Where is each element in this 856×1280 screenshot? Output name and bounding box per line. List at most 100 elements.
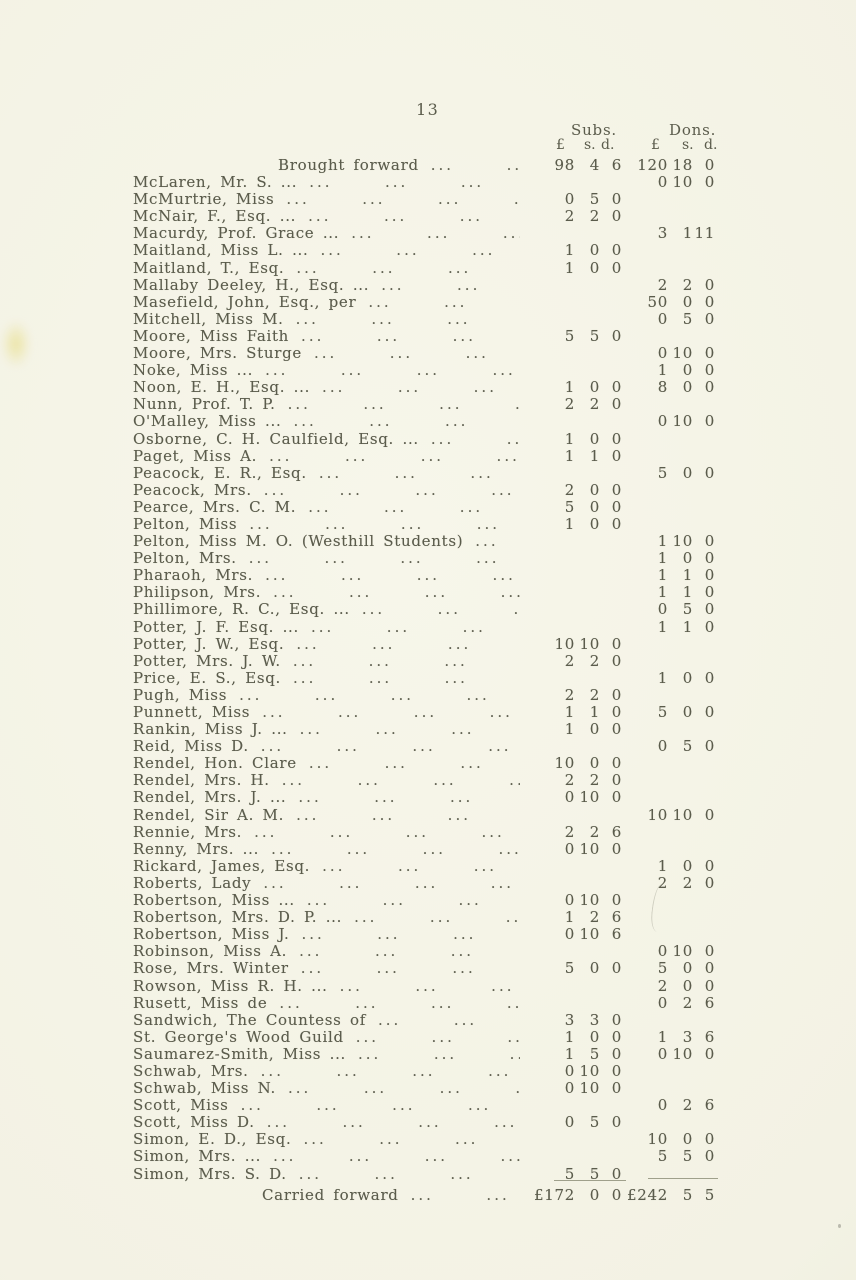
dot-leader: ... ... ... ... ... ... ... [381, 275, 520, 294]
table-row: Rose, Mrs. Winter ... ... ... ... ... ...… [133, 959, 715, 978]
dons-pounds: 10 [647, 1130, 668, 1149]
paper-stain [0, 312, 36, 376]
dons-pounds: 5 [657, 1147, 668, 1166]
subscriber-name: Maitland, T., Esq. [133, 258, 285, 277]
subscriber-name: McMurtrie, Miss [133, 190, 275, 209]
table-row: Pelton, Mrs.... ... ... ... ... ... ... … [133, 549, 715, 568]
dot-leader: ... ... ... ... ... ... ... [318, 463, 520, 482]
subs-pounds: 2 [564, 651, 575, 670]
dons-shillings: 0 [682, 668, 693, 687]
dot-leader: ... ... ... ... ... ... ... [292, 651, 520, 670]
table-row: Scott, Miss D. ... ... ... ... ... ... ..… [133, 1113, 715, 1131]
table-row: Peacock, Mrs. ... ... ... ... ... ... ...… [133, 480, 715, 499]
subscriber-name: Simon, Mrs. S. D. [133, 1164, 287, 1183]
table-row: Rowson, Miss R. H. ... ... ... ... ... ..… [133, 976, 715, 995]
subscriber-name: Mallaby Deeley, H., Esq. ... [133, 275, 370, 294]
dot-leader: ... ... ... ... ... ... ... [293, 412, 520, 431]
table-row: Macurdy, Prof. Grace ... ... ... ... ... … [133, 224, 715, 243]
dons-pounds: 1 [657, 583, 668, 602]
dons-shillings: 0 [682, 549, 693, 568]
subscriber-name: Pearce, Mrs. C. M. [133, 497, 297, 516]
dot-leader: ... ... ... ... ... ... ... [260, 1061, 520, 1080]
dot-leader: ... ... ... ... ... ... ... [351, 224, 520, 243]
table-row: Price, E. S., Esq. ... ... ... ... ... ..… [133, 668, 715, 687]
subscriber-name: Maitland, Miss L. ... [133, 241, 309, 260]
subs-pounds: £172 [534, 1186, 575, 1204]
dot-leader: ... ... ... ... ... ... ... [240, 1096, 520, 1115]
subs-shillings: 0 [589, 429, 600, 448]
subs-shillings: 2 [589, 207, 600, 226]
subs-pounds: 2 [564, 480, 575, 499]
subs-pounds: 10 [554, 754, 575, 773]
subscriber-name: Moore, Mrs. Sturge [133, 344, 302, 363]
dons-pounds-header: £ [651, 137, 660, 153]
table-row: St. George's Wood Guild ... ... ... ... .… [133, 1028, 715, 1046]
subs-pence: 0 [611, 480, 622, 499]
subs-shillings: 4 [589, 156, 600, 174]
dons-shillings: 1 [682, 224, 693, 243]
subs-pounds: 2 [564, 207, 575, 226]
dons-pence: 0 [704, 344, 715, 363]
subs-pounds: 1 [564, 241, 575, 260]
subs-pence: 0 [611, 703, 622, 721]
subs-pence: 0 [611, 258, 622, 277]
dot-leader: ... ... ... ... ... ... ... [299, 720, 520, 739]
table-row: O'Malley, Miss ... ... ... ... ... ... ..… [133, 412, 715, 431]
dot-leader: ... ... ... ... ... ... ... [265, 361, 520, 380]
dons-pounds: 0 [657, 737, 668, 756]
dot-leader: ... ... ... ... ... ... ... [308, 497, 520, 516]
dons-shillings: 0 [682, 959, 693, 978]
subscriber-name: Noke, Miss ... [133, 361, 254, 380]
subs-shillings: 0 [589, 1186, 600, 1204]
subs-pounds-header: £ [556, 137, 565, 153]
subs-pence: 0 [611, 378, 622, 397]
subs-pence: 0 [611, 395, 622, 414]
table-row: Simon, Mrs. S. D. ... ... ... ... ... ...… [133, 1164, 715, 1183]
subscriber-name: Simon, Mrs. ... [133, 1147, 262, 1166]
dot-leader: ... ... ... ... ... ... ... [298, 788, 520, 807]
subs-pence: 0 [611, 429, 622, 448]
subscriber-name: Renny, Mrs. ... [133, 839, 260, 858]
subscriber-name: Robertson, Miss J. [133, 925, 290, 944]
dot-leader: ... ... ... ... ... ... ... [273, 583, 520, 602]
dons-shillings: 10 [672, 942, 693, 961]
dons-shillings: 18 [672, 156, 693, 174]
subs-pounds: 0 [564, 925, 575, 944]
subs-pounds: 2 [564, 395, 575, 414]
table-row: McNair, F., Esq. ... ... ... ... ... ... … [133, 207, 715, 226]
dons-pence: 0 [704, 463, 715, 482]
subs-pounds: 2 [564, 685, 575, 704]
dons-shillings: 0 [682, 856, 693, 875]
dons-pounds: 0 [657, 993, 668, 1012]
table-row: Rendel, Mrs. J. ... ... ... ... ... ... .… [133, 788, 715, 807]
subs-pence: 0 [611, 241, 622, 260]
subscriber-name: Punnett, Miss [133, 703, 251, 721]
table-row: Moore, Miss Faith ... ... ... ... ... ...… [133, 327, 715, 345]
table-row: Simon, E. D., Esq. ... ... ... ... ... ..… [133, 1130, 715, 1149]
subs-column-header: Subs. [571, 121, 618, 139]
subs-shillings: 2 [589, 908, 600, 927]
table-row: Mallaby Deeley, H., Esq. ... ... ... ... … [133, 275, 715, 294]
dot-leader: ... ... ... ... ... ... ... [265, 566, 520, 585]
dot-leader: ... ... ... ... ... ... ... [293, 668, 520, 687]
subs-pounds: 0 [564, 190, 575, 209]
dons-pounds: 0 [657, 344, 668, 363]
dons-pence: 11 [694, 224, 715, 243]
subs-pounds: 1 [564, 429, 575, 448]
dons-pounds: 5 [657, 463, 668, 482]
subscriber-name: Rendel, Mrs. J. ... [133, 788, 287, 807]
dot-leader: ... ... ... ... ... ... ... [361, 600, 520, 619]
dons-shillings: 1 [682, 566, 693, 585]
dons-pounds: 1 [657, 361, 668, 380]
table-row: Punnett, Miss ... ... ... ... ... ... ...… [133, 703, 715, 721]
table-row: Peacock, E. R., Esq. ... ... ... ... ... … [133, 463, 715, 482]
dot-leader: ... ... ... ... ... ... ... [288, 1079, 520, 1098]
dot-leader: ... ... ... ... ... ... ... [322, 378, 520, 397]
subs-shillings: 0 [589, 720, 600, 739]
subs-pence: 0 [611, 1186, 622, 1204]
dons-pounds: 2 [657, 976, 668, 995]
dons-shillings: 0 [682, 361, 693, 380]
subscriber-name: Pharaoh, Mrs. [133, 566, 254, 585]
subs-pounds: 0 [564, 788, 575, 807]
dons-pounds: 1 [657, 566, 668, 585]
